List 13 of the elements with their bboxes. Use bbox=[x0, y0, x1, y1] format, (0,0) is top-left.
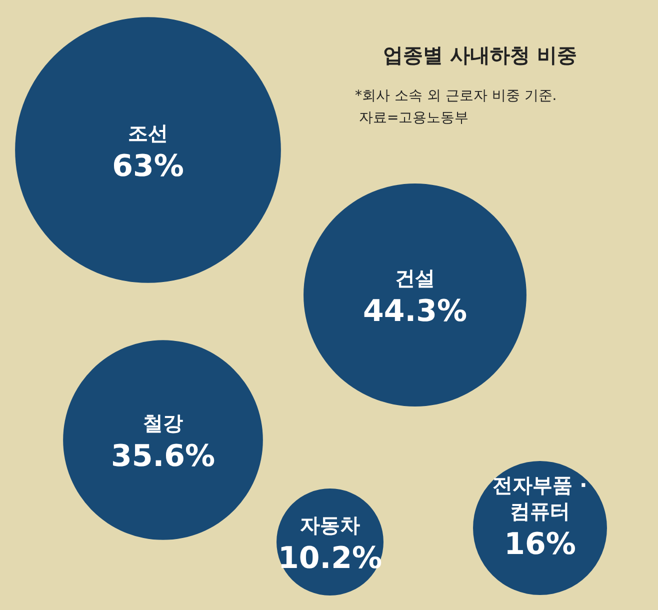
text: 업종별 사내하청 비중 bbox=[383, 43, 577, 67]
data-label: 63% bbox=[112, 149, 184, 184]
category-label: 자동차 bbox=[300, 513, 360, 537]
text: *회사 소속 외 근로자 비중 기준. bbox=[355, 88, 557, 104]
data-label: 44.3% bbox=[362, 294, 468, 329]
category-label: 조선 bbox=[128, 121, 168, 145]
category-label: 건설 bbox=[395, 266, 435, 290]
text: 자료=고용노동부 bbox=[359, 110, 469, 126]
category-label: 전자부품 · 컴퓨터 bbox=[492, 473, 588, 523]
data-label: 16% bbox=[504, 527, 576, 562]
category-label: 철강 bbox=[143, 411, 183, 435]
data-label: 10.2% bbox=[278, 541, 382, 576]
data-label: 35.6% bbox=[110, 439, 216, 474]
